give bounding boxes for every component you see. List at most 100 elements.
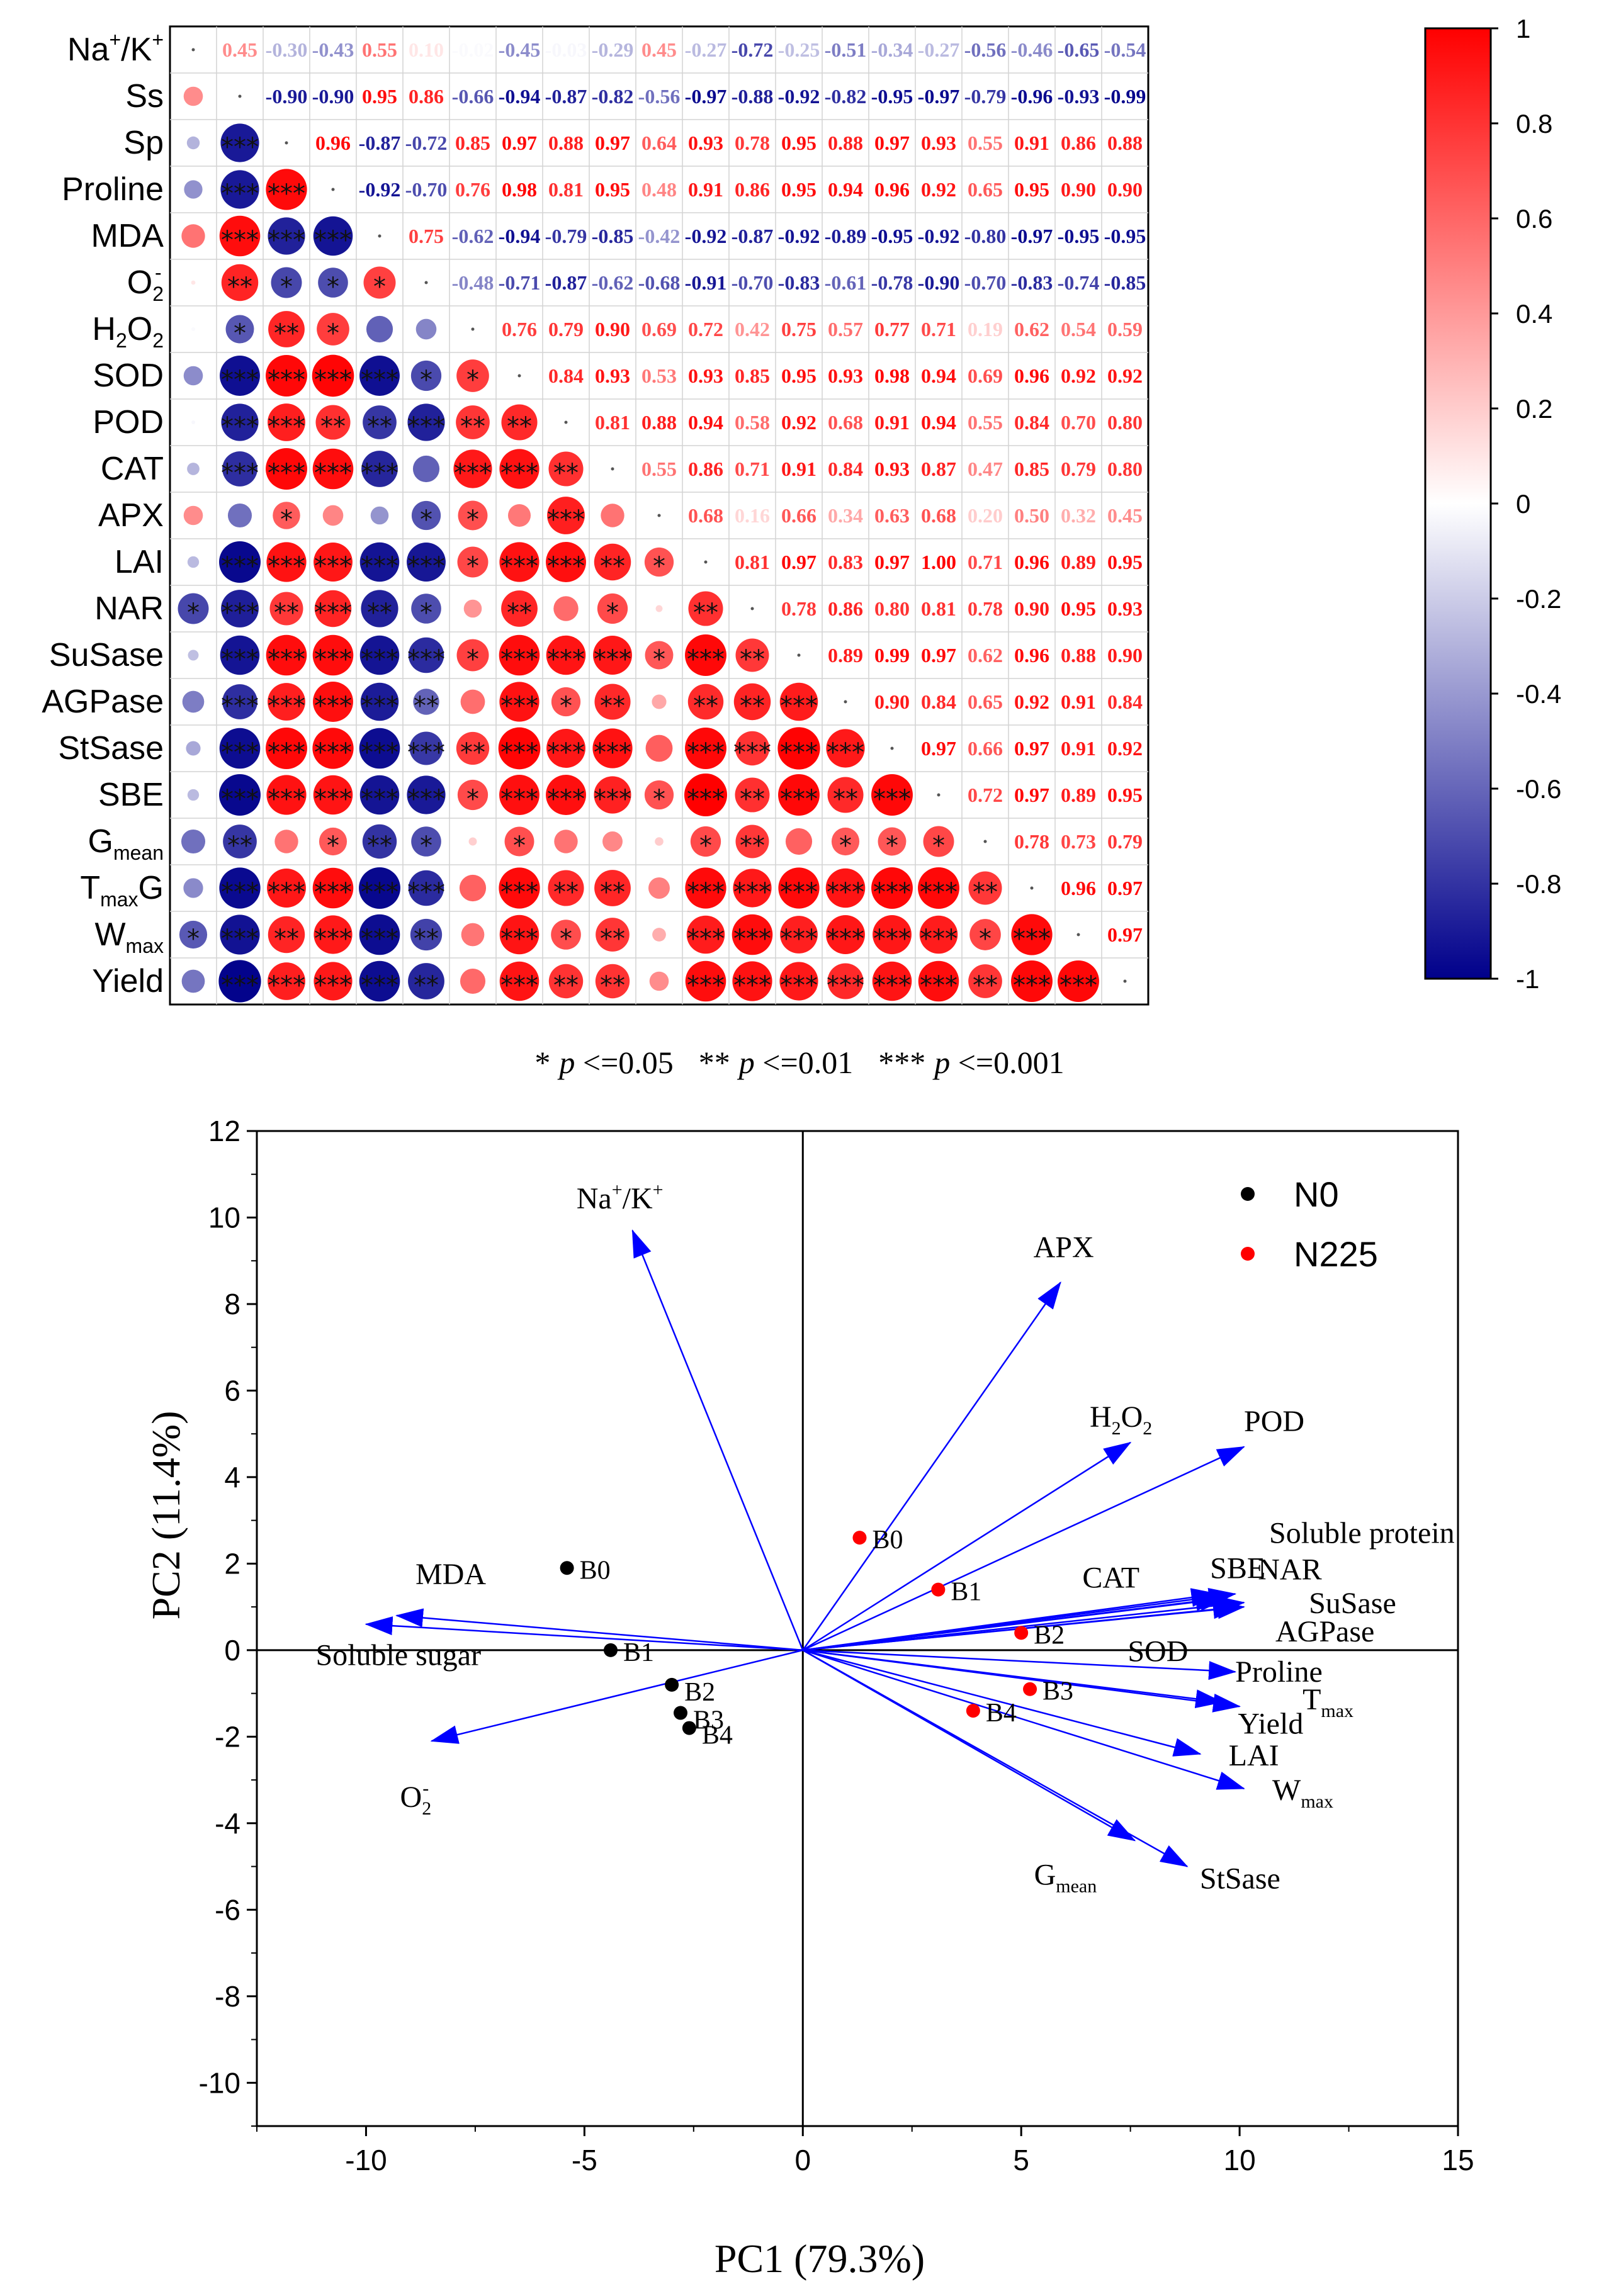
coef-label: 0.91 xyxy=(781,458,816,480)
corr-circle xyxy=(594,776,631,814)
point-label: B0 xyxy=(872,1526,903,1555)
coef-label: 0.85 xyxy=(1014,458,1049,480)
corr-circle xyxy=(407,403,445,441)
coef-label: 0.88 xyxy=(828,132,863,154)
significance-stars: *** xyxy=(407,785,445,814)
coef-label: 0.84 xyxy=(548,364,584,387)
coef-label: -0.70 xyxy=(732,271,774,294)
coef-label: -0.72 xyxy=(732,38,774,61)
corr-circle xyxy=(826,915,865,954)
corr-circle xyxy=(649,971,669,991)
row-label-sup: - xyxy=(155,261,162,284)
corr-circle xyxy=(968,871,1002,905)
corr-circle xyxy=(266,169,307,210)
diagonal-dot xyxy=(797,653,801,657)
vector-label: StSase xyxy=(1200,1862,1280,1896)
coef-label: -0.83 xyxy=(1011,271,1053,294)
coef-label: 0.93 xyxy=(595,364,630,387)
row-label-main: Na xyxy=(67,31,110,68)
row-label: Sp xyxy=(123,125,164,161)
point-label: B1 xyxy=(951,1578,981,1607)
corr-circle xyxy=(178,593,209,624)
significance-stars: *** xyxy=(407,738,445,767)
pca-point xyxy=(665,1677,679,1692)
significance-stars: *** xyxy=(827,738,864,767)
row-label-sub: max xyxy=(126,935,164,957)
pca-point xyxy=(682,1721,696,1735)
row-label: SuSase xyxy=(49,637,164,673)
corr-circle xyxy=(872,961,912,1001)
corr-circle xyxy=(223,824,257,858)
corr-circle xyxy=(453,449,492,488)
diagonal-dot xyxy=(657,514,661,517)
coef-label: -0.97 xyxy=(1011,225,1053,247)
diagonal-dot xyxy=(611,467,614,471)
colorbar-tick-label: 0.6 xyxy=(1516,204,1552,234)
row-label-main: SOD xyxy=(93,357,164,394)
coef-label: 0.93 xyxy=(688,132,723,154)
corr-circle xyxy=(227,503,252,528)
coef-label: 0.71 xyxy=(921,318,956,340)
vector-label-sub: 2 xyxy=(422,1798,431,1819)
significance-stars: *** xyxy=(733,925,771,954)
row-label-main: Sp xyxy=(123,125,164,161)
x-tick-label: -10 xyxy=(345,2144,387,2176)
corr-circle xyxy=(219,215,261,257)
corr-circle xyxy=(779,682,818,721)
significance-stars: *** xyxy=(920,878,958,907)
coef-label: -0.90 xyxy=(312,85,354,108)
corr-circle xyxy=(968,964,1002,998)
significance-stars: *** xyxy=(547,785,585,814)
coef-label: 0.80 xyxy=(874,597,910,620)
vector-label-sub: max xyxy=(1321,1701,1353,1721)
coef-label: 0.90 xyxy=(874,690,910,713)
significance-stars: ** xyxy=(740,692,765,721)
coef-label: -0.87 xyxy=(545,85,587,108)
significance-stars: * xyxy=(280,505,293,534)
significance-stars: *** xyxy=(221,738,259,767)
corr-circle xyxy=(456,359,489,392)
corr-circle xyxy=(182,690,205,713)
significance-stars: *** xyxy=(547,552,585,581)
vector-label-main: W xyxy=(1272,1774,1301,1807)
coef-label: 0.92 xyxy=(1014,690,1049,713)
corr-circle xyxy=(218,960,261,1003)
significance-stars: ** xyxy=(507,412,532,441)
coef-label: -0.90 xyxy=(918,271,960,294)
coef-label: 0.96 xyxy=(1014,551,1049,573)
vector-label-main: Soluble sugar xyxy=(315,1639,481,1672)
coef-label: 0.84 xyxy=(1107,690,1143,713)
corr-circle xyxy=(222,684,257,719)
coef-label: -0.95 xyxy=(1104,225,1146,247)
coef-label: -0.88 xyxy=(732,85,774,108)
corr-circle xyxy=(312,448,354,490)
corr-circle xyxy=(220,356,260,396)
corr-circle xyxy=(456,639,489,672)
loading-vector xyxy=(803,1592,1224,1652)
significance-stars: *** xyxy=(1013,971,1051,1000)
coef-label: 0.87 xyxy=(921,458,956,480)
significance-stars: *** xyxy=(314,738,352,767)
vector-label: CAT xyxy=(1082,1562,1139,1595)
corr-circle xyxy=(219,728,261,769)
significance-stars: ** xyxy=(274,925,299,954)
significance-stars: *** xyxy=(314,226,352,255)
corr-circle xyxy=(778,774,820,816)
loading-vector xyxy=(802,1281,1061,1651)
diagonal-dot xyxy=(238,94,242,98)
coef-label: -0.85 xyxy=(1104,271,1146,294)
coef-label: 0.66 xyxy=(781,504,816,527)
coef-label: 0.95 xyxy=(781,132,816,154)
row-label-main: APX xyxy=(98,497,164,534)
coef-label: 0.71 xyxy=(735,458,770,480)
significance-stars: ** xyxy=(320,412,346,441)
coef-label: 0.77 xyxy=(874,318,910,340)
significance-stars: *** xyxy=(500,692,538,721)
loading-vector xyxy=(395,1608,803,1652)
corr-circle xyxy=(363,266,396,299)
coef-label: 0.88 xyxy=(548,132,584,154)
pca-point xyxy=(1014,1626,1029,1640)
corr-circle xyxy=(918,867,959,909)
colorbar-tick-label: -0.6 xyxy=(1516,774,1561,804)
corr-circle xyxy=(652,694,667,709)
